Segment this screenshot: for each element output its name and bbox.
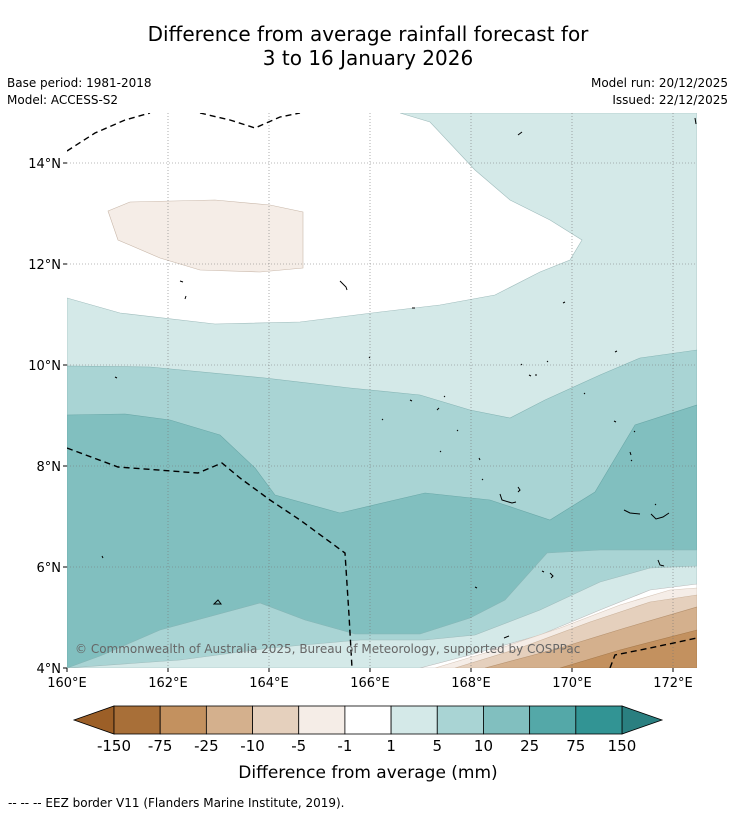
issued-date: Issued: 22/12/2025 [612, 93, 728, 107]
colorbar-segment [529, 705, 577, 735]
colorbar-tick-label: 150 [608, 737, 637, 755]
eez-borders [67, 113, 697, 668]
colorbar: -150 -75 -25 -10 -5 -1 1 5 10 25 75 150 Difference … [72, 705, 664, 783]
colorbar-tick-label: 10 [474, 737, 493, 755]
eez-legend: -- -- -- EEZ border V11 (Flanders Marine… [8, 796, 345, 810]
lon-label-164e: 164°E [249, 676, 289, 691]
colorbar-tick-label: -75 [148, 737, 173, 755]
lat-label-8n: 8°N [37, 460, 62, 475]
colorbar-segment [298, 705, 346, 735]
colorbar-segment [113, 705, 161, 735]
lon-label-170e: 170°E [552, 676, 592, 691]
graticule [67, 113, 697, 668]
colorbar-segment [390, 705, 438, 735]
colorbar-segment [483, 705, 531, 735]
lat-label-10n: 10°N [28, 359, 61, 374]
colorbar-under-arrow [72, 705, 115, 735]
lat-label-14n: 14°N [28, 157, 61, 172]
colorbar-tick-label: -25 [194, 737, 219, 755]
title-line-2: 3 to 16 January 2026 [262, 46, 474, 70]
title-line-1: Difference from average rainfall forecas… [147, 22, 589, 46]
rainfall-map: © Commonwealth of Australia 2025, Bureau… [67, 113, 697, 668]
model-run: Model run: 20/12/2025 [590, 76, 728, 90]
colorbar-tick-label: 5 [432, 737, 442, 755]
colorbar-tick-label: 25 [520, 737, 539, 755]
lon-label-168e: 168°E [451, 676, 491, 691]
contour-minus75-to-minus25mm [559, 629, 697, 668]
colorbar-tick-label: -5 [291, 737, 306, 755]
lon-label-166e: 166°E [350, 676, 390, 691]
axis-ticks [63, 162, 674, 672]
contour-minus5-to-minus1mm-north [107, 199, 304, 273]
lon-label-172e: 172°E [653, 676, 693, 691]
model-name: Model: ACCESS-S2 [7, 93, 119, 107]
colorbar-segment [205, 705, 253, 735]
colorbar-tick-label: -150 [97, 737, 131, 755]
colorbar-over-arrow [621, 705, 664, 735]
colorbar-segment [252, 705, 300, 735]
colorbar-tick-label: 1 [386, 737, 396, 755]
colorbar-label: Difference from average (mm) [238, 763, 497, 783]
colorbar-tick-label: 75 [566, 737, 585, 755]
copyright-notice: © Commonwealth of Australia 2025, Bureau… [75, 642, 580, 656]
lon-label-160e: 160°E [47, 676, 87, 691]
base-period: Base period: 1981-2018 [7, 76, 152, 90]
islands [101, 117, 697, 639]
colorbar-tick-label: -1 [337, 737, 352, 755]
colorbar-tick-label: -10 [240, 737, 265, 755]
colorbar-segment [575, 705, 623, 735]
lat-label-12n: 12°N [28, 258, 61, 273]
lon-label-162e: 162°E [148, 676, 188, 691]
colorbar-segment [436, 705, 484, 735]
lat-label-6n: 6°N [37, 561, 62, 576]
lat-label-4n: 4°N [37, 662, 62, 677]
colorbar-segment [344, 705, 392, 735]
colorbar-segment [159, 705, 207, 735]
